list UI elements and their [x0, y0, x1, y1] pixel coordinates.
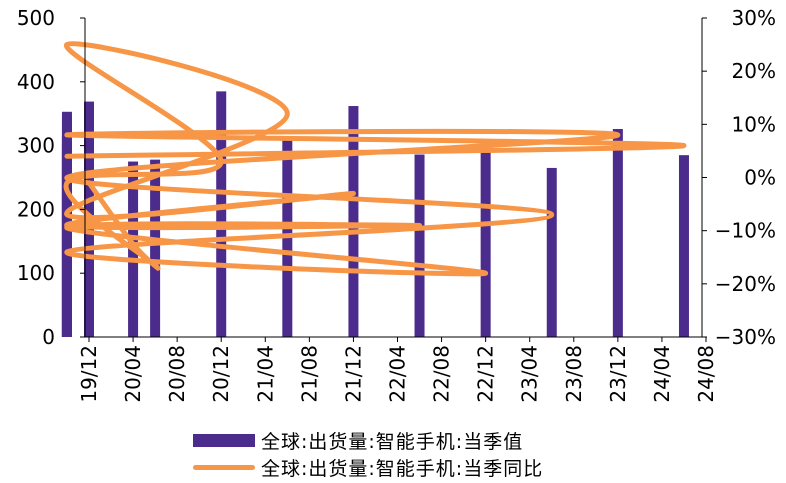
legend-label-bar: 全球:出货量:智能手机:当季值	[261, 431, 524, 453]
legend-bar-swatch	[193, 434, 255, 447]
bar-20-12	[216, 91, 227, 338]
x-tick-label: 20/12	[209, 345, 233, 403]
right-tick-label: 20%	[732, 59, 776, 83]
legend-item-bar: 全球:出货量:智能手机:当季值	[193, 427, 543, 454]
x-tick-label: 23/04	[518, 345, 542, 403]
bar-22-06	[414, 154, 425, 337]
x-tick-label: 24/04	[650, 345, 674, 403]
left-tick-label: 500	[17, 6, 55, 30]
bar-24-09	[61, 135, 72, 337]
right-tick-label: −20%	[715, 272, 776, 296]
x-tick-label: 22/04	[386, 345, 410, 403]
bar-23-12	[612, 129, 623, 337]
right-tick-label: −10%	[715, 219, 776, 243]
bar-23-06	[546, 167, 557, 337]
left-tick-label: 400	[17, 70, 55, 94]
right-tick-label: 30%	[732, 6, 776, 30]
x-tick-label: 22/08	[430, 345, 454, 403]
right-tick-label: 0%	[744, 166, 776, 190]
x-tick-label: 22/12	[474, 345, 498, 403]
x-tick-label: 19/12	[77, 345, 101, 403]
x-tick-label: 21/08	[297, 345, 321, 403]
left-tick-label: 100	[17, 261, 55, 285]
left-tick-label: 0	[42, 325, 55, 349]
x-tick-label: 20/08	[165, 345, 189, 403]
left-axis-ticks: 0 100 200 300 400 500	[17, 6, 85, 349]
bar-20-06	[150, 159, 161, 337]
left-tick-label: 200	[17, 197, 55, 221]
right-tick-label: −30%	[715, 325, 776, 349]
left-tick-label: 300	[17, 134, 55, 158]
right-axis-ticks: −30% −20% −10% 0% 10% 20% 30%	[702, 6, 776, 349]
bar-21-12	[348, 106, 359, 337]
bar-22-12	[480, 145, 491, 337]
yoy-line	[63, 41, 687, 277]
x-tick-label: 23/12	[606, 345, 630, 403]
legend: 全球:出货量:智能手机:当季值 全球:出货量:智能手机:当季同比	[193, 427, 543, 481]
right-tick-label: 10%	[732, 112, 776, 136]
x-tick-label: 21/04	[253, 345, 277, 403]
x-tick-label: 20/04	[121, 345, 145, 403]
legend-line-swatch	[193, 465, 255, 470]
x-tick-label: 23/08	[562, 345, 586, 403]
x-tick-label: 24/08	[694, 345, 718, 403]
x-tick-label: 21/12	[341, 345, 365, 403]
bar-24-06	[678, 155, 689, 337]
x-axis-ticks: 19/12 20/04 20/08 20/12 21/04 21/08 21/12 22/04…	[77, 337, 718, 403]
legend-item-line: 全球:出货量:智能手机:当季同比	[193, 454, 543, 481]
legend-label-line: 全球:出货量:智能手机:当季同比	[261, 458, 544, 480]
